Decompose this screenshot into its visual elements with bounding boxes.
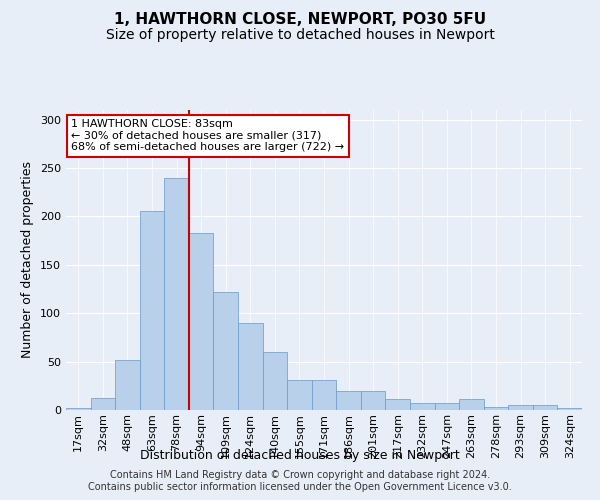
Bar: [312, 380, 336, 410]
Bar: [533, 405, 557, 410]
Bar: [263, 352, 287, 410]
Bar: [361, 390, 385, 410]
Bar: [189, 233, 214, 410]
Text: 1, HAWTHORN CLOSE, NEWPORT, PO30 5FU: 1, HAWTHORN CLOSE, NEWPORT, PO30 5FU: [114, 12, 486, 28]
Text: 1 HAWTHORN CLOSE: 83sqm
← 30% of detached houses are smaller (317)
68% of semi-d: 1 HAWTHORN CLOSE: 83sqm ← 30% of detache…: [71, 119, 344, 152]
Text: Size of property relative to detached houses in Newport: Size of property relative to detached ho…: [106, 28, 494, 42]
Text: Contains public sector information licensed under the Open Government Licence v3: Contains public sector information licen…: [88, 482, 512, 492]
Bar: [66, 408, 91, 410]
Bar: [459, 400, 484, 410]
Bar: [214, 292, 238, 410]
Text: Distribution of detached houses by size in Newport: Distribution of detached houses by size …: [140, 448, 460, 462]
Bar: [434, 403, 459, 410]
Bar: [238, 323, 263, 410]
Bar: [287, 380, 312, 410]
Bar: [410, 403, 434, 410]
Bar: [336, 390, 361, 410]
Bar: [164, 178, 189, 410]
Bar: [484, 407, 508, 410]
Bar: [91, 398, 115, 410]
Bar: [557, 408, 582, 410]
Bar: [385, 400, 410, 410]
Bar: [508, 405, 533, 410]
Y-axis label: Number of detached properties: Number of detached properties: [22, 162, 34, 358]
Bar: [140, 210, 164, 410]
Bar: [115, 360, 140, 410]
Text: Contains HM Land Registry data © Crown copyright and database right 2024.: Contains HM Land Registry data © Crown c…: [110, 470, 490, 480]
